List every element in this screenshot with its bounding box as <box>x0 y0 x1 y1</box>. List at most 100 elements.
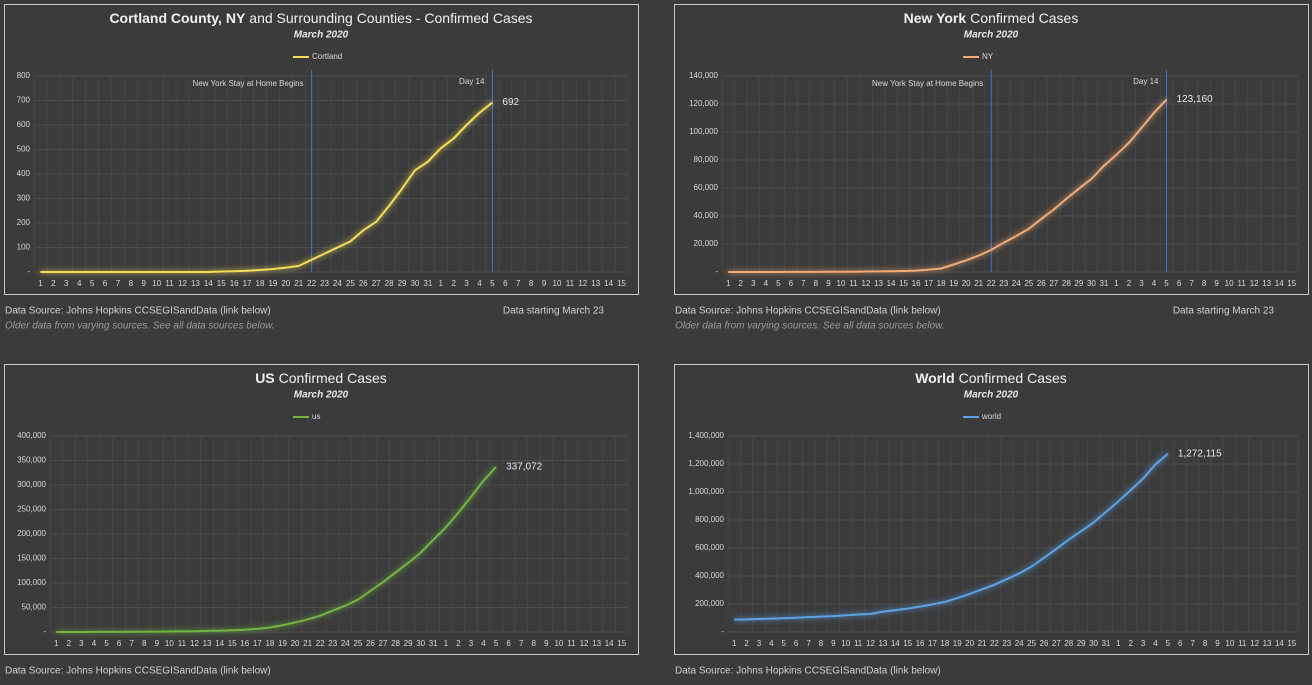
x-tick-label: 4 <box>77 279 82 288</box>
x-tick-label: 12 <box>1250 279 1259 288</box>
x-tick-label: 7 <box>806 639 811 648</box>
x-tick-label: 12 <box>578 279 587 288</box>
title-part: World <box>915 370 954 386</box>
x-tick-label: 9 <box>826 279 831 288</box>
x-tick-label: 2 <box>51 279 56 288</box>
x-tick-label: 2 <box>451 279 456 288</box>
x-tick-label: 23 <box>328 639 337 648</box>
x-tick-label: 5 <box>104 639 109 648</box>
x-tick-label: 1 <box>54 639 59 648</box>
y-tick-label: - <box>43 627 46 636</box>
x-tick-label: 11 <box>178 639 187 648</box>
x-tick-label: 1 <box>1114 279 1119 288</box>
data-note: Data starting March 23 <box>503 306 605 317</box>
x-tick-label: 12 <box>866 639 875 648</box>
title-part: New York <box>904 10 967 26</box>
source-note-2: Older data from varying sources. See all… <box>675 321 945 332</box>
x-tick-label: 16 <box>912 279 921 288</box>
x-tick-label: 24 <box>333 279 342 288</box>
x-tick-label: 21 <box>294 279 303 288</box>
x-tick-label: 6 <box>794 639 799 648</box>
data-label: 337,072 <box>506 461 543 472</box>
x-tick-label: 5 <box>90 279 95 288</box>
x-tick-label: 4 <box>764 279 769 288</box>
x-tick-label: 26 <box>1037 279 1046 288</box>
series-line <box>40 101 494 273</box>
x-tick-label: 11 <box>854 639 863 648</box>
series-line <box>734 453 1169 621</box>
x-tick-label: 28 <box>385 279 394 288</box>
y-tick-label: 400,000 <box>17 431 46 440</box>
y-tick-label: 80,000 <box>694 155 719 164</box>
x-tick-label: 31 <box>1099 279 1108 288</box>
y-tick-label: 20,000 <box>694 239 719 248</box>
x-tick-label: 25 <box>346 279 355 288</box>
x-tick-label: 11 <box>566 279 575 288</box>
y-tick-label: 600 <box>17 120 31 129</box>
y-tick-label: 300,000 <box>17 480 46 489</box>
x-tick-label: 4 <box>1152 279 1157 288</box>
x-tick-label: 26 <box>366 639 375 648</box>
x-tick-label: 13 <box>592 639 601 648</box>
x-tick-label: 14 <box>887 279 896 288</box>
y-tick-label: 200,000 <box>17 529 46 538</box>
legend-label: world <box>981 412 1001 421</box>
x-tick-label: 24 <box>1012 279 1021 288</box>
data-note: Data starting March 23 <box>1173 306 1275 317</box>
x-tick-label: 14 <box>215 639 224 648</box>
x-tick-label: 2 <box>739 279 744 288</box>
y-tick-label: 400,000 <box>695 571 724 580</box>
x-tick-label: 15 <box>899 279 908 288</box>
x-tick-label: 11 <box>567 639 576 648</box>
series-line <box>728 98 1168 273</box>
x-tick-label: 6 <box>1178 639 1183 648</box>
x-tick-label: 29 <box>398 279 407 288</box>
x-tick-label: 27 <box>379 639 388 648</box>
x-tick-label: 26 <box>359 279 368 288</box>
y-tick-label: 40,000 <box>694 211 719 220</box>
y-tick-label: 150,000 <box>17 554 46 563</box>
x-tick-label: 18 <box>940 639 949 648</box>
x-tick-label: 13 <box>874 279 883 288</box>
x-tick-label: 20 <box>962 279 971 288</box>
panel-frame <box>674 364 1309 655</box>
chart-subtitle: March 2020 <box>964 30 1019 41</box>
x-tick-label: 5 <box>782 639 787 648</box>
x-tick-label: 5 <box>490 279 495 288</box>
x-tick-label: 12 <box>580 639 589 648</box>
x-tick-label: 11 <box>1237 279 1246 288</box>
x-tick-label: 18 <box>937 279 946 288</box>
chart-panel: US Confirmed Cases March 2020 - 50,000 100,00… <box>4 364 639 677</box>
x-tick-label: 15 <box>617 639 626 648</box>
y-tick-label: 1,000,000 <box>688 487 724 496</box>
y-tick-label: 120,000 <box>689 99 718 108</box>
y-tick-label: 300 <box>17 194 31 203</box>
x-tick-label: 24 <box>341 639 350 648</box>
x-tick-label: 13 <box>203 639 212 648</box>
x-tick-label: 7 <box>129 639 134 648</box>
y-tick-label: 50,000 <box>22 603 47 612</box>
y-tick-label: - <box>715 267 718 276</box>
x-tick-label: 15 <box>1287 639 1296 648</box>
x-tick-label: 20 <box>281 279 290 288</box>
x-tick-label: 2 <box>456 639 461 648</box>
x-tick-label: 28 <box>1062 279 1071 288</box>
x-tick-label: 7 <box>1189 279 1194 288</box>
source-note: Data Source: Johns Hopkins CCSEGISandDat… <box>675 666 941 677</box>
x-tick-label: 24 <box>1015 639 1024 648</box>
x-tick-label: 6 <box>1177 279 1182 288</box>
x-tick-label: 10 <box>841 639 850 648</box>
x-tick-label: 9 <box>542 279 547 288</box>
x-tick-label: 8 <box>532 639 537 648</box>
x-tick-label: 5 <box>1166 639 1171 648</box>
x-tick-label: 2 <box>67 639 72 648</box>
source-note: Data Source: Johns Hopkins CCSEGISandDat… <box>5 666 271 677</box>
x-tick-label: 19 <box>278 639 287 648</box>
x-tick-label: 29 <box>1074 279 1083 288</box>
x-tick-label: 3 <box>469 639 474 648</box>
x-tick-label: 13 <box>878 639 887 648</box>
x-tick-label: 10 <box>1225 279 1234 288</box>
title-part: US <box>255 370 274 386</box>
y-tick-label: - <box>721 627 724 636</box>
x-tick-label: 31 <box>423 279 432 288</box>
